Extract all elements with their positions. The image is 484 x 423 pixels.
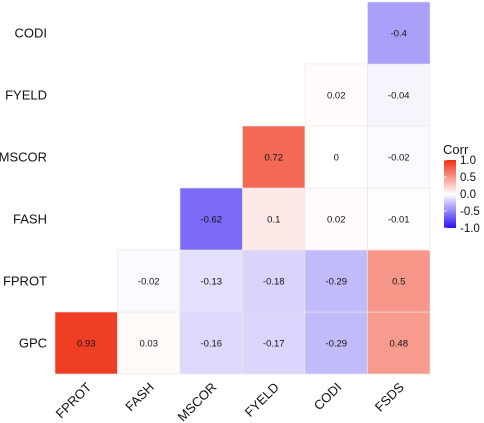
heatmap-cell-mscor-codi (304, 125, 368, 189)
legend-tick-label: 0.0 (460, 189, 476, 201)
y-tick-label-mscor: MSCOR (0, 150, 47, 165)
cell-value-fash-fsds: -0.01 (388, 215, 410, 226)
heatmap-cell-fash-fyeld (242, 187, 306, 251)
heatmap-cell-gpc-fprot (54, 311, 118, 375)
cell-value-gpc-fsds: 0.48 (390, 339, 409, 350)
cell-value-fash-mscor: -0.62 (200, 215, 222, 226)
x-tick-label-fash: FASH (122, 380, 157, 415)
cell-value-fprot-codi: -0.29 (325, 277, 347, 288)
heatmap-cell-fash-fsds (367, 187, 431, 251)
legend: Corr 1.0 0.5 0.0 -0.5 -1.0 (443, 142, 480, 235)
heatmap-cell-mscor-fsds (367, 125, 431, 189)
y-tick-label-codi: CODI (15, 26, 48, 41)
cell-value-mscor-fsds: -0.02 (388, 153, 410, 164)
heatmap-cell-labels: 0.93 0.03 -0.16 -0.17 -0.29 0.48 -0.02 -0.13 -0.… (77, 29, 410, 350)
heatmap-cell-gpc-codi (304, 311, 368, 375)
x-tick-label-codi: CODI (311, 380, 345, 414)
legend-tick-label: 0.5 (460, 172, 476, 184)
cell-value-gpc-codi: -0.29 (325, 339, 347, 350)
heatmap-cell-fash-mscor (179, 187, 243, 251)
y-tick-label-fyeld: FYELD (5, 88, 47, 103)
cell-value-fprot-fsds: 0.5 (392, 277, 405, 288)
heatmap-cell-fyeld-fsds (367, 63, 431, 127)
cell-value-fash-fyeld: 0.1 (267, 215, 280, 226)
cell-value-gpc-mscor: -0.16 (200, 339, 222, 350)
legend-title: Corr (443, 142, 469, 157)
cell-value-fprot-fyeld: -0.18 (263, 277, 285, 288)
heatmap-cell-gpc-fash (117, 311, 181, 375)
heatmap-cell-fyeld-codi (304, 63, 368, 127)
cell-value-gpc-fprot: 0.93 (77, 339, 96, 350)
cell-value-mscor-fyeld: 0.72 (265, 153, 284, 164)
x-axis: FPROT FASH MSCOR FYELD CODI FSDS (53, 379, 407, 423)
cell-value-mscor-codi: 0 (334, 153, 339, 164)
cell-value-fash-codi: 0.02 (327, 215, 346, 226)
legend-tick-label: 1.0 (460, 155, 476, 167)
heatmap-cell-fprot-fyeld (242, 249, 306, 313)
x-tick-label-mscor: MSCOR (175, 380, 220, 423)
heatmap-cell-gpc-fyeld (242, 311, 306, 375)
x-tick-label-fsds: FSDS (372, 379, 407, 414)
heatmap-cell-codi-fsds (367, 1, 431, 65)
x-tick-label-fprot: FPROT (53, 379, 95, 421)
y-tick-label-gpc: GPC (19, 336, 47, 351)
heatmap-cell-fprot-fash (117, 249, 181, 313)
y-axis: GPC FPROT FASH MSCOR FYELD CODI (0, 26, 47, 351)
legend-tick-label: -0.5 (460, 206, 480, 218)
y-tick-label-fash: FASH (13, 212, 47, 227)
cell-value-fyeld-codi: 0.02 (327, 91, 346, 102)
legend-ticks: 1.0 0.5 0.0 -0.5 -1.0 (444, 155, 480, 235)
heatmap-cells (54, 1, 431, 375)
heatmap-cell-gpc-fsds (367, 311, 431, 375)
cell-value-gpc-fyeld: -0.17 (263, 339, 285, 350)
heatmap-cell-mscor-fyeld (242, 125, 306, 189)
legend-tick-label: -1.0 (460, 223, 480, 235)
cell-value-codi-fsds: -0.4 (391, 29, 407, 40)
cell-value-fprot-fash: -0.02 (138, 277, 160, 288)
y-tick-label-fprot: FPROT (3, 274, 47, 289)
heatmap-cell-fprot-fsds (367, 249, 431, 313)
heatmap-cell-fprot-mscor (179, 249, 243, 313)
cell-value-fyeld-fsds: -0.04 (388, 91, 410, 102)
heatmap-cell-fprot-codi (304, 249, 368, 313)
cell-value-gpc-fash: 0.03 (140, 339, 159, 350)
cell-value-fprot-mscor: -0.13 (200, 277, 222, 288)
x-tick-label-fyeld: FYELD (242, 380, 282, 420)
